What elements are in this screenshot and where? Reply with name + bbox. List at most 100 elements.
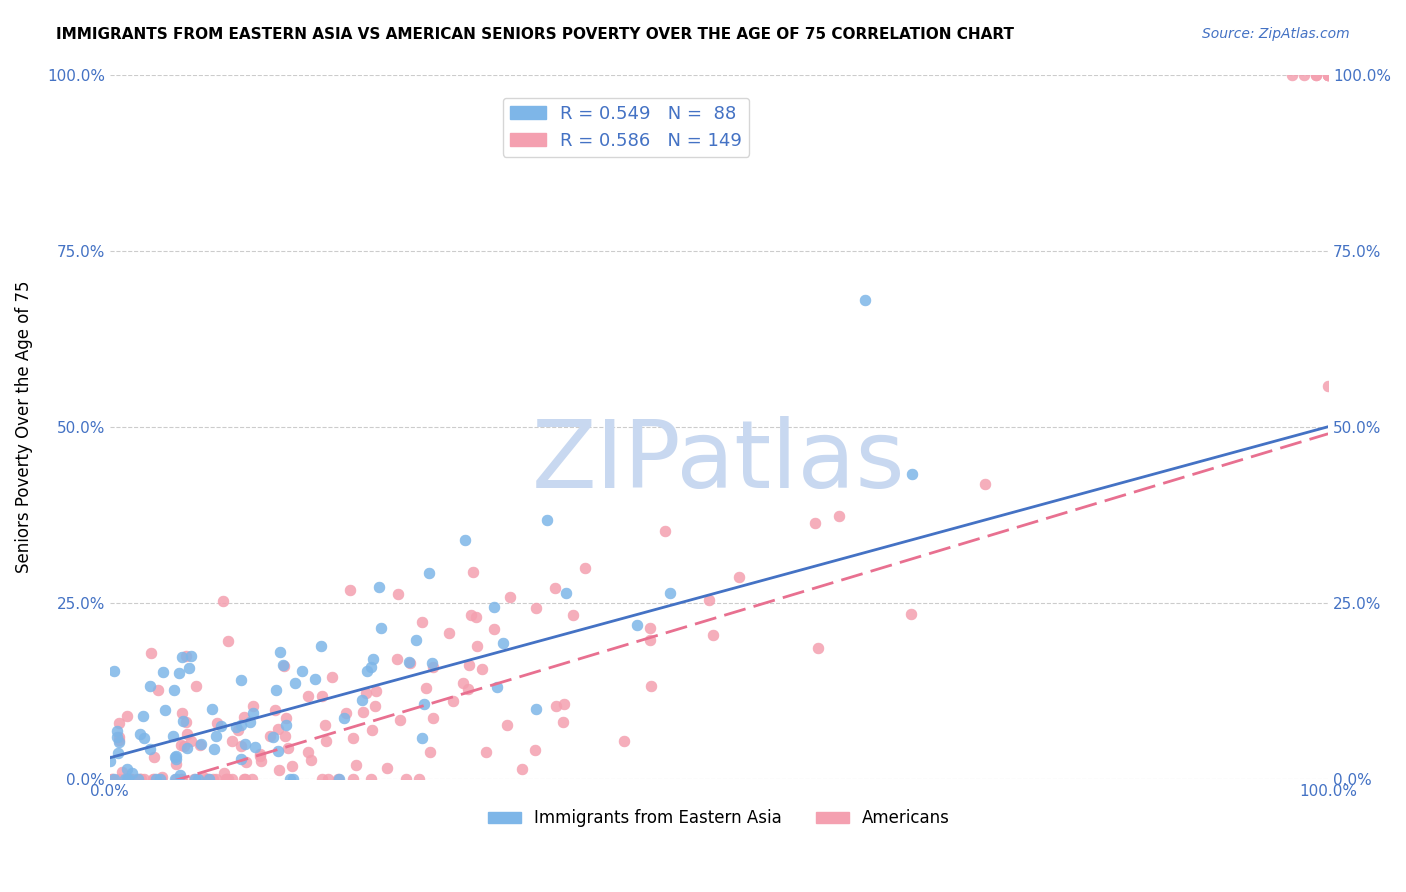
Point: [103, 772, 125, 786]
Point: [229, 739, 252, 753]
Point: [217, 772, 239, 786]
Point: [155, 703, 177, 717]
Point: [100, 754, 122, 768]
Point: [418, 566, 440, 580]
Point: [524, 702, 547, 716]
Point: [284, 676, 307, 690]
Point: [364, 683, 387, 698]
Point: [225, 720, 247, 734]
Point: [315, 718, 337, 732]
Point: [344, 758, 367, 772]
Point: [460, 607, 482, 622]
Point: [221, 772, 243, 786]
Point: [120, 772, 142, 786]
Point: [115, 762, 138, 776]
Point: [233, 710, 256, 724]
Point: [134, 772, 156, 786]
Point: [177, 661, 200, 675]
Point: [202, 742, 225, 756]
Point: [360, 772, 382, 786]
Point: [173, 739, 195, 753]
Point: [100, 772, 122, 786]
Point: [422, 711, 444, 725]
Point: [259, 729, 281, 743]
Point: [115, 709, 138, 723]
Point: [408, 772, 430, 786]
Point: [240, 772, 263, 786]
Point: [441, 693, 464, 707]
Point: [117, 772, 139, 786]
Point: [311, 690, 333, 704]
Point: [190, 737, 212, 751]
Point: [176, 741, 198, 756]
Point: [105, 730, 128, 744]
Point: [249, 749, 271, 764]
Point: [352, 705, 374, 719]
Point: [853, 293, 876, 307]
Point: [457, 682, 479, 697]
Point: [451, 676, 474, 690]
Point: [640, 679, 662, 693]
Point: [163, 682, 186, 697]
Point: [1317, 68, 1340, 82]
Point: [654, 524, 676, 538]
Point: [174, 715, 197, 730]
Y-axis label: Seniors Poverty Over the Age of 75: Seniors Poverty Over the Age of 75: [15, 280, 32, 573]
Point: [361, 723, 384, 737]
Point: [278, 772, 301, 786]
Point: [242, 698, 264, 713]
Point: [149, 772, 172, 786]
Point: [193, 770, 215, 784]
Point: [484, 599, 506, 614]
Point: [165, 756, 187, 771]
Point: [465, 610, 488, 624]
Point: [231, 718, 253, 732]
Point: [243, 739, 266, 754]
Point: [273, 658, 295, 673]
Point: [233, 772, 256, 786]
Point: [474, 745, 496, 759]
Point: [304, 672, 326, 686]
Point: [274, 717, 297, 731]
Point: [188, 739, 211, 753]
Point: [370, 621, 392, 635]
Point: [283, 772, 305, 786]
Point: [297, 745, 319, 759]
Point: [281, 758, 304, 772]
Point: [360, 660, 382, 674]
Point: [422, 660, 444, 674]
Point: [107, 716, 129, 731]
Point: [233, 738, 256, 752]
Point: [249, 747, 271, 761]
Point: [238, 715, 260, 730]
Point: [152, 665, 174, 679]
Point: [1317, 68, 1340, 82]
Point: [212, 594, 235, 608]
Point: [415, 681, 437, 695]
Point: [626, 618, 648, 632]
Point: [266, 722, 288, 736]
Point: [413, 697, 436, 711]
Point: [388, 714, 411, 728]
Point: [339, 583, 361, 598]
Legend: Immigrants from Eastern Asia, Americans: Immigrants from Eastern Asia, Americans: [481, 803, 956, 834]
Point: [342, 731, 364, 745]
Point: [419, 745, 441, 759]
Point: [170, 649, 193, 664]
Point: [465, 639, 488, 653]
Point: [1305, 68, 1327, 82]
Point: [901, 467, 924, 481]
Point: [495, 718, 517, 732]
Point: [638, 621, 661, 635]
Point: [115, 772, 138, 786]
Point: [352, 693, 374, 707]
Point: [118, 772, 141, 786]
Point: [411, 615, 433, 629]
Point: [702, 628, 724, 642]
Point: [1305, 68, 1327, 82]
Point: [543, 581, 565, 595]
Point: [276, 711, 298, 725]
Point: [291, 664, 314, 678]
Point: [145, 772, 167, 786]
Point: [471, 662, 494, 676]
